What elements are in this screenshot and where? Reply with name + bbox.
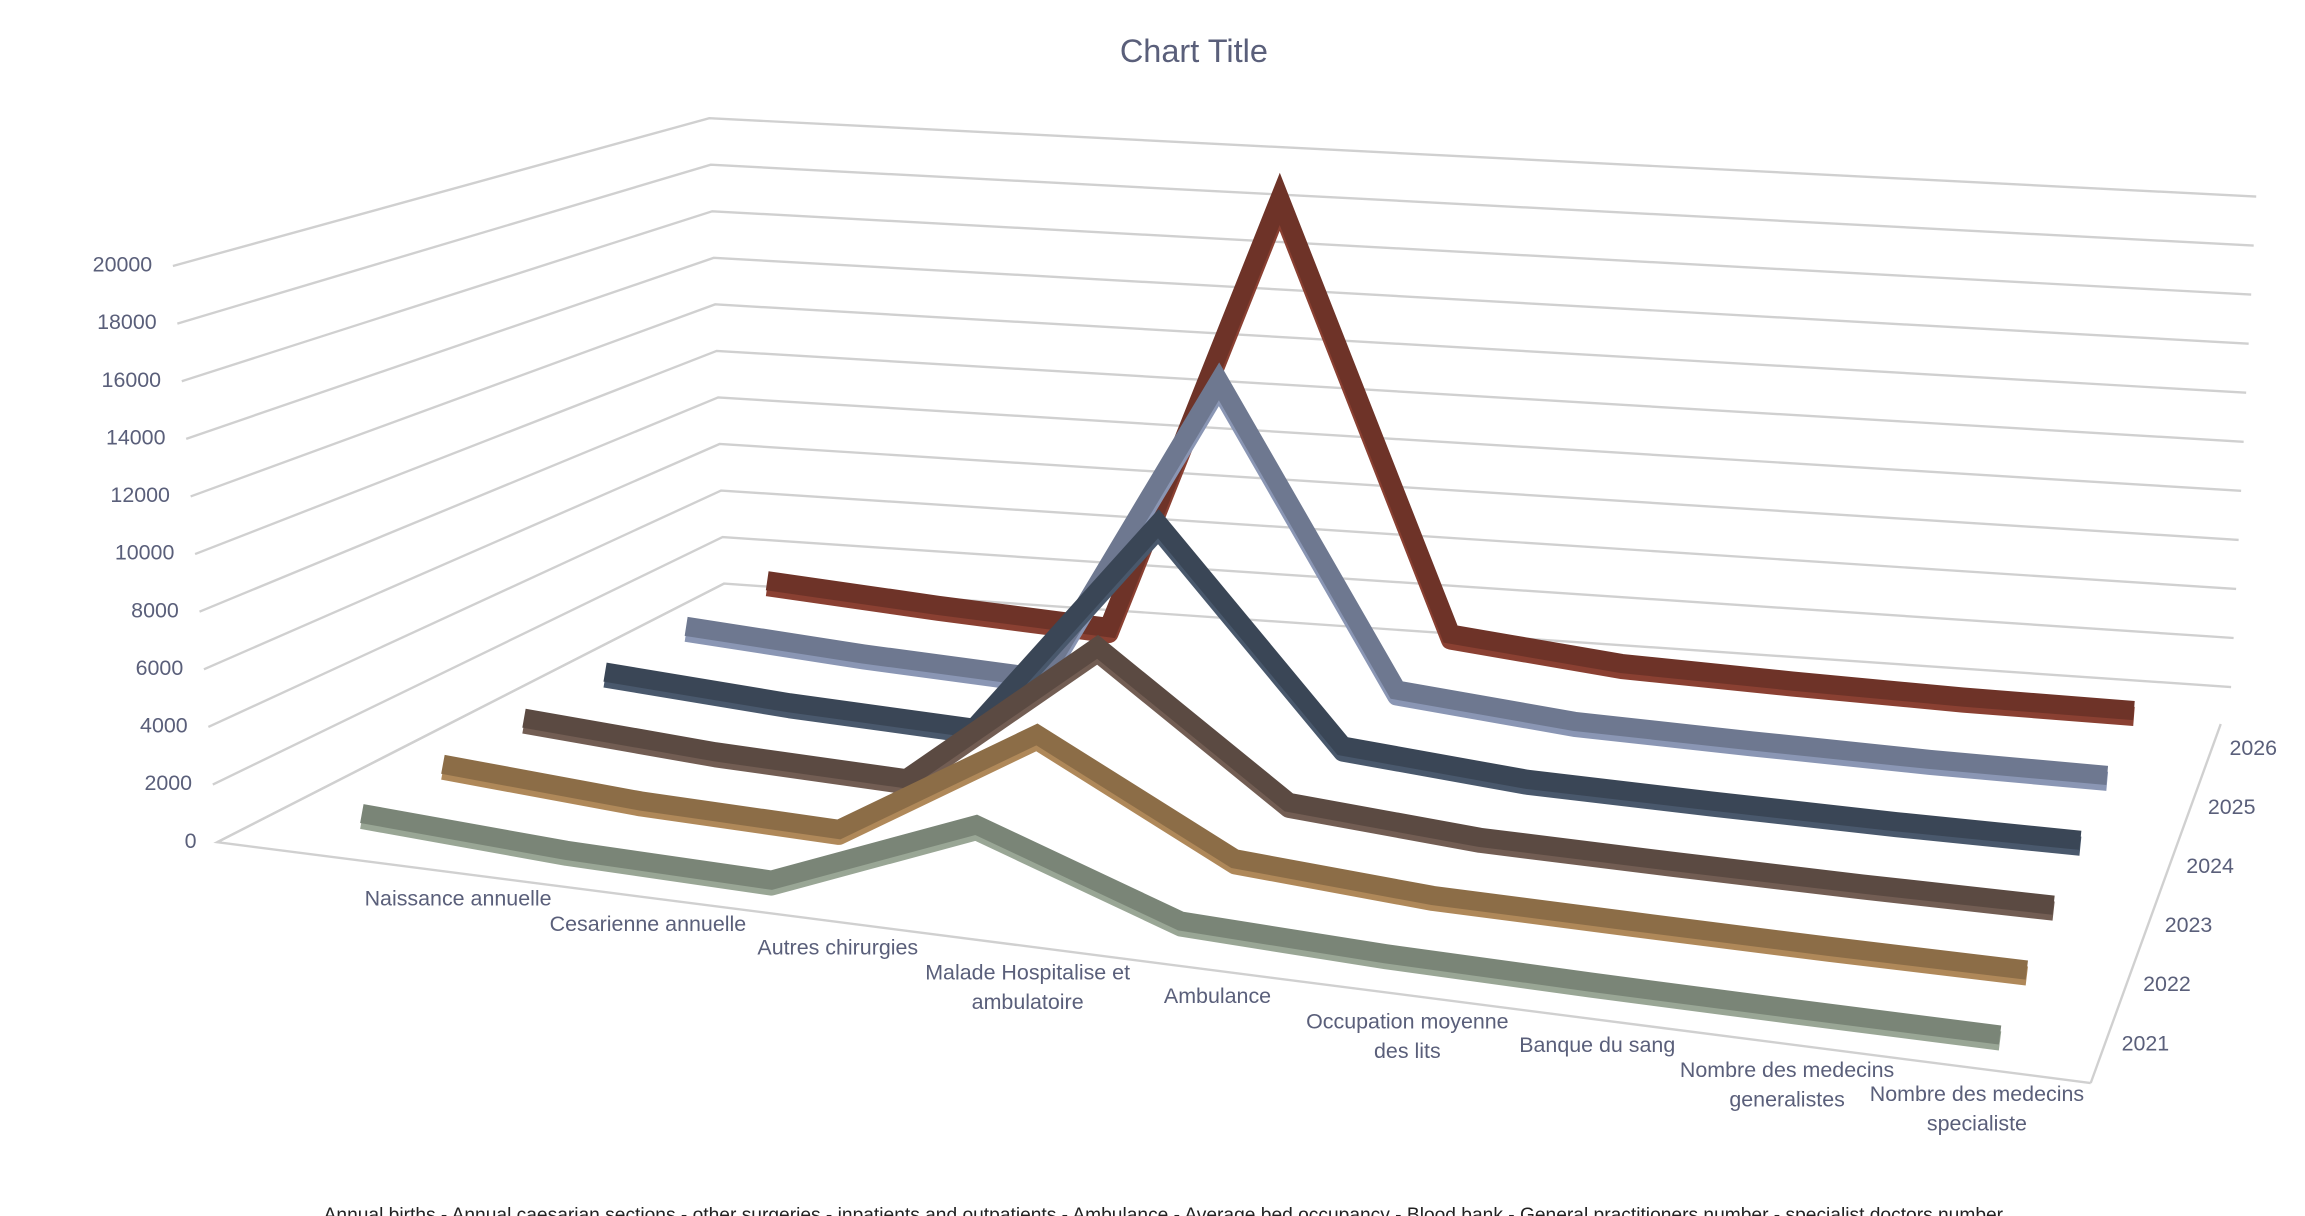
legend-label: 2026 (2229, 736, 2277, 760)
legend-label: 2021 (2122, 1031, 2170, 1055)
legend-label: 2024 (2186, 854, 2234, 878)
grid-line (190, 303, 2247, 498)
y-tick-label: 10000 (115, 541, 175, 565)
legend-label: 2022 (2143, 972, 2191, 996)
series-line (603, 508, 2082, 850)
x-tick-label: Occupation moyenne des lits (1306, 1009, 1509, 1064)
series-line (522, 634, 2055, 915)
footnote: Annual births - Annual caesarian section… (324, 1205, 2004, 1216)
grid-line (176, 163, 2254, 325)
series-line (360, 804, 2002, 1045)
y-tick-label: 12000 (110, 483, 170, 507)
series-line (441, 723, 2028, 980)
x-tick-label-box: Occupation moyenne des lits (1306, 1009, 1509, 1064)
x-tick-label: Naissance annuelle (364, 887, 552, 912)
x-tick-label-box: Autres chirurgies (757, 936, 919, 961)
y-tick-label: 18000 (97, 310, 157, 334)
y-tick-label: 0 (185, 829, 197, 853)
x-tick-label-box: Malade Hospitalise et ambulatoire (925, 961, 1131, 1015)
x-tick-label: Ambulance (1163, 985, 1272, 1010)
x-tick-label-box: Banque du sang (1519, 1034, 1676, 1058)
y-tick-label: 14000 (106, 425, 166, 449)
legend-label: 2023 (2165, 913, 2213, 937)
y-tick-label: 20000 (93, 253, 153, 277)
floor-edge (213, 582, 2091, 1085)
x-tick-label: Nombre des medecins generalistes (1679, 1058, 1895, 1112)
y-tick-label: 6000 (136, 656, 184, 680)
series-line (684, 362, 2109, 785)
x-tick-label-box: Naissance annuelle (364, 887, 552, 912)
depth-axis (2089, 723, 2222, 1084)
grid-line (203, 442, 2239, 671)
y-tick-label: 8000 (131, 598, 179, 622)
x-tick-label: Nombre des medecins specialiste (1869, 1083, 2085, 1137)
grid-line (185, 256, 2249, 440)
x-tick-label-box: Cesarienne annuelle (549, 912, 747, 937)
x-tick-label-box: Ambulance (1163, 985, 1272, 1010)
x-tick-label: Malade Hospitalise et ambulatoire (925, 961, 1131, 1015)
x-tick-label: Cesarienne annuelle (549, 912, 747, 937)
grid-line (199, 396, 2242, 613)
x-tick-label-box: Nombre des medecins generalistes (1679, 1058, 1895, 1112)
x-tick-label: Autres chirurgies (757, 936, 919, 961)
x-tick-label-box: Nombre des medecins specialiste (1869, 1083, 2085, 1137)
y-tick-label: 4000 (140, 714, 188, 738)
chart-title: Chart Title (1120, 33, 1268, 69)
grid-line (194, 349, 2244, 556)
y-tick-label: 16000 (102, 368, 162, 392)
grid-line (207, 489, 2237, 729)
legend-label: 2025 (2208, 795, 2256, 819)
grid-line (212, 535, 2234, 786)
grid-line (172, 117, 2257, 268)
x-tick-label: Banque du sang (1519, 1034, 1676, 1058)
y-tick-label: 2000 (144, 771, 192, 795)
series-line (765, 172, 2135, 721)
grid-line (181, 210, 2252, 383)
